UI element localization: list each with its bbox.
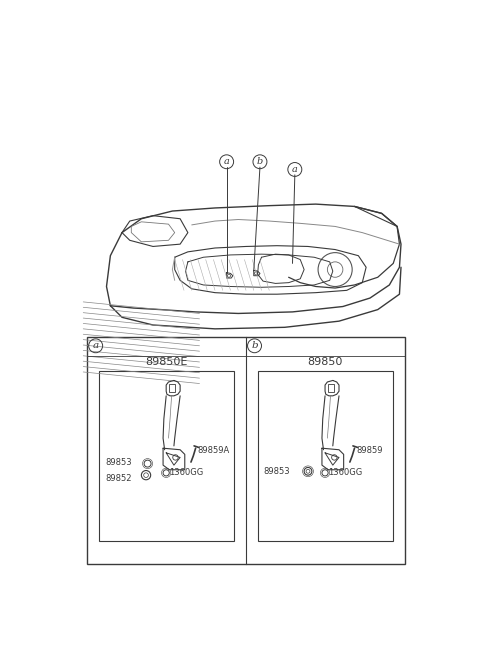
Text: 89853: 89853 [264, 467, 290, 476]
Text: b: b [251, 341, 258, 350]
Bar [328, 384, 334, 392]
Text: b: b [257, 157, 263, 166]
Bar [169, 384, 175, 392]
Text: a: a [93, 341, 99, 350]
Text: a: a [292, 165, 298, 174]
Text: 89852: 89852 [105, 474, 132, 483]
Text: 89850: 89850 [307, 357, 343, 367]
Text: 1360GG: 1360GG [328, 468, 362, 477]
Text: a: a [224, 157, 229, 166]
Text: 89859: 89859 [356, 446, 383, 455]
Text: 89859A: 89859A [197, 446, 229, 455]
Bar [258, 371, 393, 540]
Text: 1360GG: 1360GG [169, 468, 204, 477]
Bar [99, 371, 234, 540]
Bar [87, 337, 405, 564]
Text: 89853: 89853 [105, 458, 132, 466]
Text: 89850E: 89850E [145, 357, 187, 367]
